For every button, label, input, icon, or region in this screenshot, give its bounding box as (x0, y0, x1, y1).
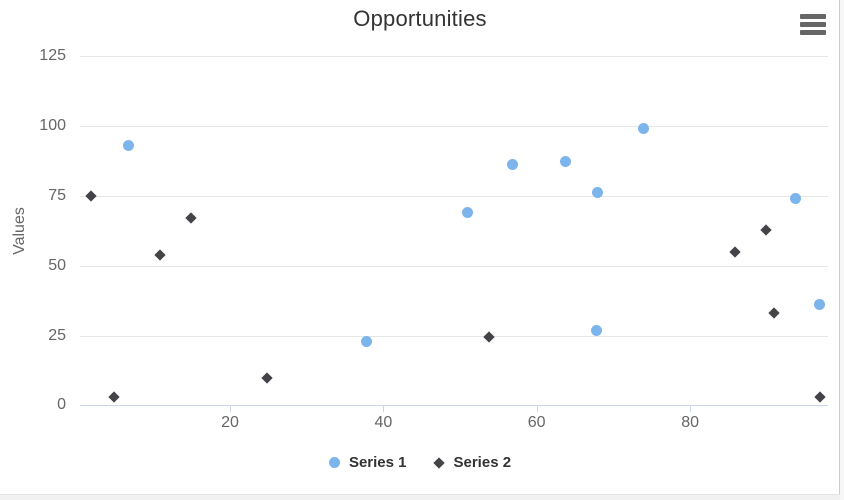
data-point-series-2[interactable] (185, 212, 197, 224)
menu-bar (800, 13, 826, 19)
data-point-series-1[interactable] (790, 193, 802, 204)
x-axis-line (80, 405, 828, 407)
data-point-series-1[interactable] (814, 299, 826, 311)
x-tick-mark (230, 406, 231, 412)
y-tick-label: 25 (48, 326, 66, 344)
menu-bar (800, 29, 826, 35)
hamburger-menu-icon[interactable] (799, 12, 827, 36)
x-tick-label: 20 (221, 414, 239, 431)
chart-title: Opportunities (353, 6, 487, 31)
legend: Series 1 Series 2 (0, 454, 840, 471)
diamond-marker-icon (432, 456, 445, 469)
x-tick-mark (383, 406, 385, 412)
data-point-series-2[interactable] (153, 249, 166, 261)
legend-item-series-2[interactable]: Series 2 (432, 454, 512, 471)
legend-label: Series 2 (453, 454, 512, 471)
right-border-band (840, 0, 844, 500)
data-point-series-2[interactable] (85, 190, 97, 202)
bottom-border-line (0, 494, 840, 495)
grid-line (80, 335, 828, 337)
grid-line (80, 56, 828, 58)
data-point-series-1[interactable] (361, 335, 372, 347)
legend-item-series-1[interactable]: Series 1 (328, 454, 407, 471)
data-point-series-2[interactable] (760, 224, 772, 236)
x-tick-label: 60 (527, 414, 546, 431)
y-tick-label: 0 (57, 396, 66, 414)
data-point-series-1[interactable] (637, 123, 649, 135)
y-tick-label: 100 (39, 116, 66, 134)
grid-line (80, 195, 828, 197)
x-tick-label: 40 (374, 414, 393, 431)
data-point-series-2[interactable] (767, 307, 780, 319)
data-point-series-2[interactable] (728, 246, 741, 258)
data-point-series-2[interactable] (261, 372, 273, 385)
y-tick-label: 125 (39, 47, 66, 65)
legend-label: Series 1 (348, 454, 407, 471)
y-tick-label: 50 (48, 256, 66, 274)
data-point-series-2[interactable] (107, 391, 120, 404)
x-tick-mark (536, 406, 538, 412)
data-point-series-2[interactable] (483, 330, 495, 343)
data-point-series-1[interactable] (591, 324, 602, 336)
grid-line (80, 265, 828, 267)
circle-marker-icon (328, 457, 340, 468)
data-point-series-1[interactable] (506, 159, 518, 171)
x-tick-label: 80 (681, 414, 699, 431)
right-border-line (839, 0, 840, 500)
data-point-series-1[interactable] (461, 206, 473, 218)
bottom-border-band (0, 495, 840, 500)
data-point-series-1[interactable] (591, 187, 603, 199)
data-point-series-1[interactable] (123, 139, 135, 151)
menu-bar (800, 21, 826, 27)
data-point-series-2[interactable] (813, 391, 826, 403)
grid-line (80, 125, 828, 127)
y-tick-label: 75 (48, 186, 66, 204)
data-point-series-1[interactable] (560, 156, 572, 168)
x-tick-mark (690, 406, 692, 412)
